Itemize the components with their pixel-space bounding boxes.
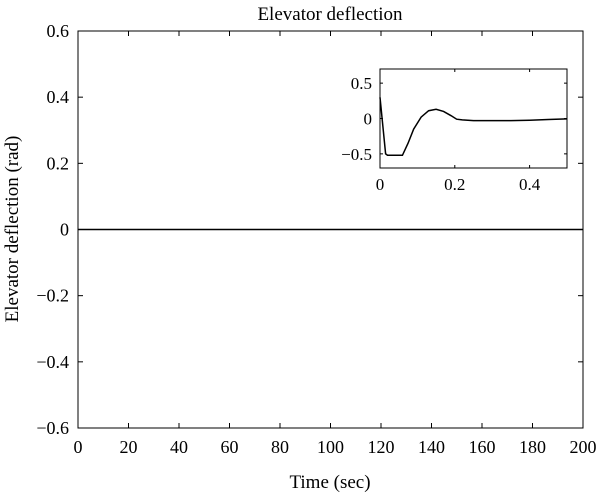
main-x-tick-label: 160 (469, 437, 496, 457)
inset-plot-frame (379, 68, 568, 169)
main-y-tick-label: −0.4 (36, 352, 69, 372)
main-x-tick-label: 40 (170, 437, 188, 457)
inset-y-tick-label: 0 (364, 110, 373, 129)
inset-x-tick-label: 0 (376, 175, 385, 194)
inset-y-tick-label: 0.5 (351, 74, 372, 93)
main-x-tick-label: 80 (271, 437, 289, 457)
inset-x-tick-label: 0.2 (444, 175, 465, 194)
main-y-tick-label: −0.2 (36, 286, 69, 306)
main-x-tick-label: 200 (570, 437, 597, 457)
inset-series-line (379, 97, 568, 157)
main-x-tick-label: 60 (221, 437, 239, 457)
main-x-tick-label: 180 (519, 437, 546, 457)
main-y-tick-label: 0 (60, 220, 69, 240)
main-y-tick-label: 0.2 (47, 153, 70, 173)
main-x-tick-label: 0 (74, 437, 83, 457)
inset-plot-area: 0 0.2 0.40.50−0.5 (341, 68, 568, 194)
chart-title: Elevator deflection (257, 4, 403, 25)
main-x-tick-label: 120 (368, 437, 395, 457)
inset-y-tick-label: −0.5 (341, 145, 372, 164)
main-x-tick-label: 100 (317, 437, 344, 457)
main-y-tick-label: 0.4 (47, 87, 70, 107)
inset-x-tick-label: 0.4 (519, 175, 541, 194)
main-y-tick-label: −0.6 (36, 418, 69, 438)
main-y-tick-label: 0.6 (47, 21, 70, 41)
main-x-tick-label: 140 (418, 437, 445, 457)
main-x-tick-label: 20 (120, 437, 138, 457)
x-axis-label: Time (sec) (289, 472, 370, 493)
y-axis-label: Elevator deflection (rad) (2, 136, 23, 323)
